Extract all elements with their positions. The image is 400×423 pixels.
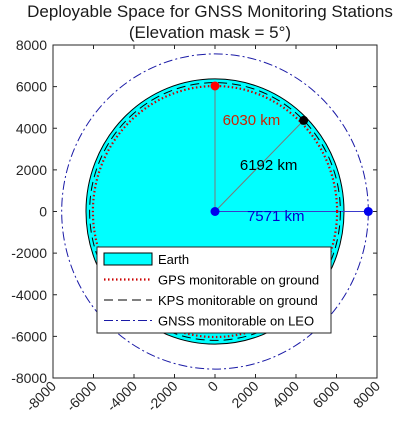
y-tick-label: 0 bbox=[39, 204, 47, 220]
annotation-label-2: 7571 km bbox=[247, 208, 305, 225]
legend-swatch-earth bbox=[103, 252, 153, 266]
circle-dashed-1 bbox=[89, 82, 341, 341]
annotation-label-0: 6030 km bbox=[223, 112, 281, 129]
point-leo-point bbox=[363, 207, 373, 216]
x-tick-label: 2000 bbox=[228, 378, 261, 411]
y-tick-label: -8000 bbox=[11, 370, 47, 386]
legend: Earth GPS monitorable on ground KPS monito… bbox=[96, 246, 332, 334]
chart-title-line2: (Elevation mask = 5°) bbox=[129, 23, 291, 42]
y-tick-label: 2000 bbox=[16, 162, 47, 178]
circle-dotted-0 bbox=[91, 84, 339, 339]
annotation-label-1: 6192 km bbox=[240, 157, 298, 174]
y-tick-label: 8000 bbox=[16, 37, 47, 53]
legend-label: GPS monitorable on ground bbox=[158, 273, 319, 288]
y-tick-label: -6000 bbox=[11, 328, 47, 344]
x-tick-label: 8000 bbox=[350, 378, 383, 411]
chart-title-line1: Deployable Space for GNSS Monitoring Sta… bbox=[27, 2, 393, 21]
y-tick-label: 6000 bbox=[16, 79, 47, 95]
y-tick-label: -2000 bbox=[11, 245, 47, 261]
x-tick-label: 4000 bbox=[269, 378, 302, 411]
point-gps-point bbox=[210, 81, 220, 91]
x-tick-label: 0 bbox=[204, 378, 221, 395]
y-tick-label: 4000 bbox=[16, 120, 47, 136]
point-kps-point bbox=[299, 115, 309, 125]
point-center bbox=[210, 207, 220, 216]
radius-line-kps-point bbox=[214, 120, 305, 212]
x-tick-label: -2000 bbox=[144, 378, 181, 415]
x-tick-label: -6000 bbox=[63, 378, 100, 415]
x-tick-label: 6000 bbox=[309, 378, 342, 411]
legend-label: Earth bbox=[158, 252, 189, 267]
legend-label: KPS monitorable on ground bbox=[158, 293, 318, 308]
y-tick-label: -4000 bbox=[11, 287, 47, 303]
legend-label: GNSS monitorable on LEO bbox=[158, 314, 314, 329]
x-tick-label: -4000 bbox=[103, 378, 140, 415]
